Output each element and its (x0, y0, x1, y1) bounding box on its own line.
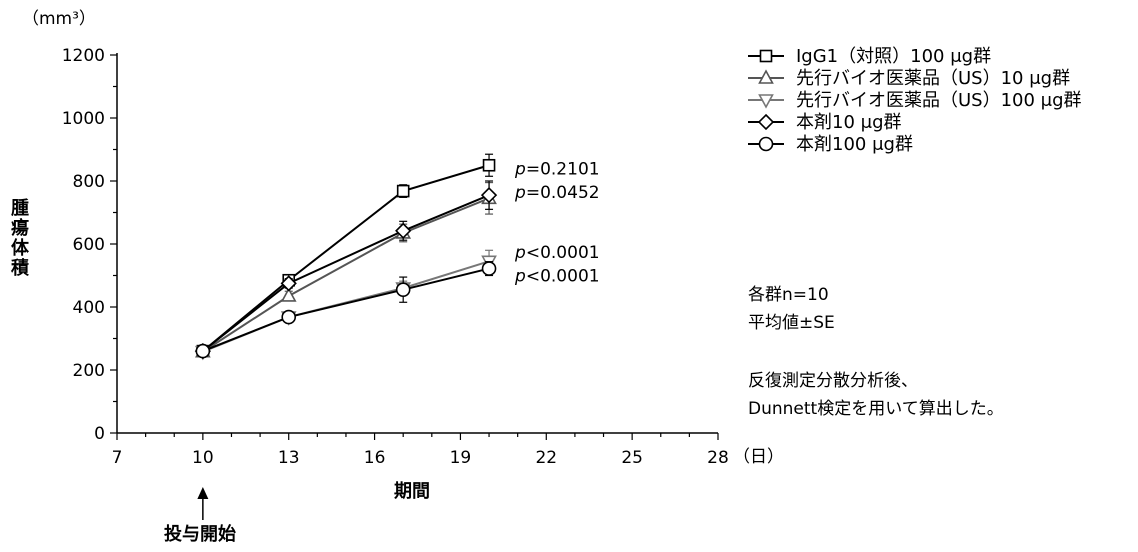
legend-marker (759, 49, 773, 63)
y-tick-label: 1200 (62, 46, 105, 66)
series-line (202, 194, 490, 352)
y-unit-label: （mm³） (22, 9, 96, 29)
legend-item: 先行バイオ医薬品（US）100 μg群 (748, 90, 1082, 111)
data-point (280, 275, 297, 292)
x-tick-label: 19 (450, 448, 472, 468)
note-line: Dunnett検定を用いて算出した。 (748, 399, 1004, 419)
p-value-label: p=0.0452 (514, 183, 600, 203)
note-line: 反復測定分散分析後、 (748, 371, 918, 391)
data-point (395, 222, 412, 239)
notes-block: 各群n=10 平均値±SE 反復測定分散分析後、 Dunnett検定を用いて算出した。 (748, 285, 1004, 419)
p-value-annotations: p=0.2101 p=0.0452 p<0.0001 p<0.0001 (514, 159, 600, 286)
y-tick-label: 800 (73, 172, 105, 192)
dosing-arrow-head (197, 487, 209, 499)
series-triangle-up (195, 181, 497, 358)
series-line (202, 267, 490, 353)
legend-marker (758, 94, 774, 109)
data-point (480, 187, 498, 204)
x-axis-title: 期間 (394, 481, 430, 502)
x-tick-label: 10 (192, 448, 214, 468)
legend-label: 先行バイオ医薬品（US）100 μg群 (796, 90, 1082, 111)
legend-item: 先行バイオ医薬品（US）10 μg群 (748, 68, 1070, 89)
series-layer (194, 153, 498, 361)
p-value-label: p<0.0001 (514, 243, 600, 263)
legend-label: IgG1（対照）100 μg群 (796, 46, 991, 67)
y-axis-title-char: 瘍 (11, 217, 29, 239)
legend-item: 本剤100 μg群 (748, 134, 913, 155)
y-axis-title-char: 体 (11, 237, 30, 259)
legend-item: IgG1（対照）100 μg群 (748, 46, 991, 67)
data-point (395, 282, 411, 297)
p-value-label: p<0.0001 (514, 267, 600, 287)
y-tick-label: 600 (73, 235, 105, 255)
y-tick-label: 1000 (62, 109, 105, 129)
x-tick-label: 16 (364, 448, 386, 468)
data-point (482, 158, 496, 172)
note-line: 平均値±SE (748, 313, 835, 333)
data-point (481, 261, 497, 276)
series-diamond (194, 180, 498, 360)
y-tick-label: 0 (94, 424, 105, 444)
x-tick-label: 22 (535, 448, 557, 468)
legend-label: 本剤100 μg群 (796, 134, 913, 155)
y-axis-title-char: 積 (10, 257, 30, 279)
data-point (396, 184, 410, 198)
series-circle (195, 261, 497, 359)
x-tick-label: 28 (707, 448, 729, 468)
dosing-start-label: 投与開始 (164, 523, 236, 545)
y-axis-title-char: 腫 (11, 197, 29, 219)
legend-marker (758, 69, 774, 84)
note-line: 各群n=10 (748, 285, 829, 305)
plot-axes: 0 200 400 600 800 1000 1200 7 10 13 16 19 22 25 28 (62, 46, 729, 468)
y-tick-label: 400 (73, 298, 105, 318)
x-tick-label: 7 (112, 448, 123, 468)
series-line (202, 197, 490, 353)
dosing-start-marker (197, 487, 209, 520)
legend-label: 先行バイオ医薬品（US）10 μg群 (796, 68, 1070, 89)
series-line (202, 260, 490, 353)
data-point (280, 287, 297, 302)
x-axis-unit: （日） (733, 447, 784, 467)
legend-marker (757, 113, 775, 131)
series-line (202, 164, 490, 352)
x-tick-label: 13 (278, 448, 300, 468)
data-point (281, 309, 297, 325)
p-value-label: p=0.2101 (514, 159, 600, 179)
data-point (195, 343, 211, 359)
series-triangle-down (195, 249, 497, 361)
legend-label: 本剤10 μg群 (796, 112, 902, 133)
y-tick-label: 200 (73, 361, 105, 381)
x-tick-label: 25 (621, 448, 643, 468)
legend-marker (758, 136, 774, 152)
legend-item: 本剤10 μg群 (748, 112, 902, 133)
